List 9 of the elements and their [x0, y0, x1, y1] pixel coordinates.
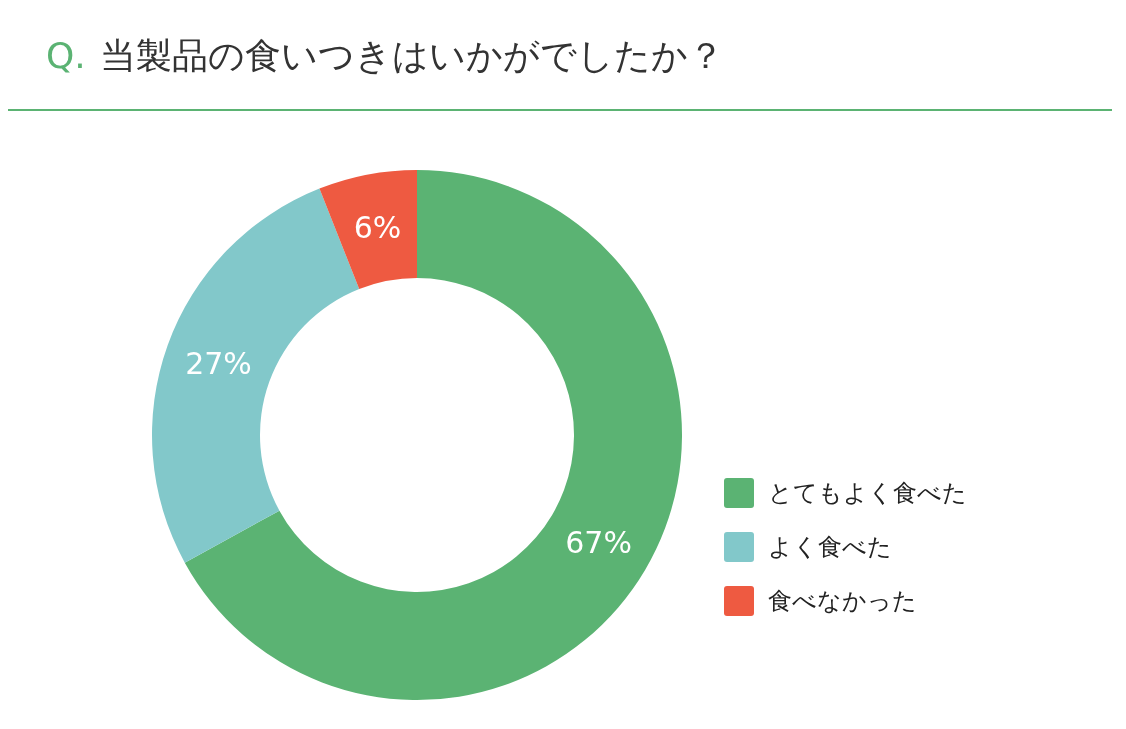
donut-slice	[319, 170, 417, 290]
data-label: 6%	[353, 210, 402, 246]
data-label: 67%	[565, 524, 632, 560]
legend-label: 食べなかった	[768, 587, 917, 616]
legend-label: よく食べた	[768, 533, 892, 562]
donut-slice	[184, 170, 682, 700]
chart-title: Q. 当製品の食いつきはいかがでしたか？	[46, 35, 724, 76]
legend-label: とてもよく食べた	[768, 479, 967, 508]
data-label: 27%	[185, 346, 252, 382]
